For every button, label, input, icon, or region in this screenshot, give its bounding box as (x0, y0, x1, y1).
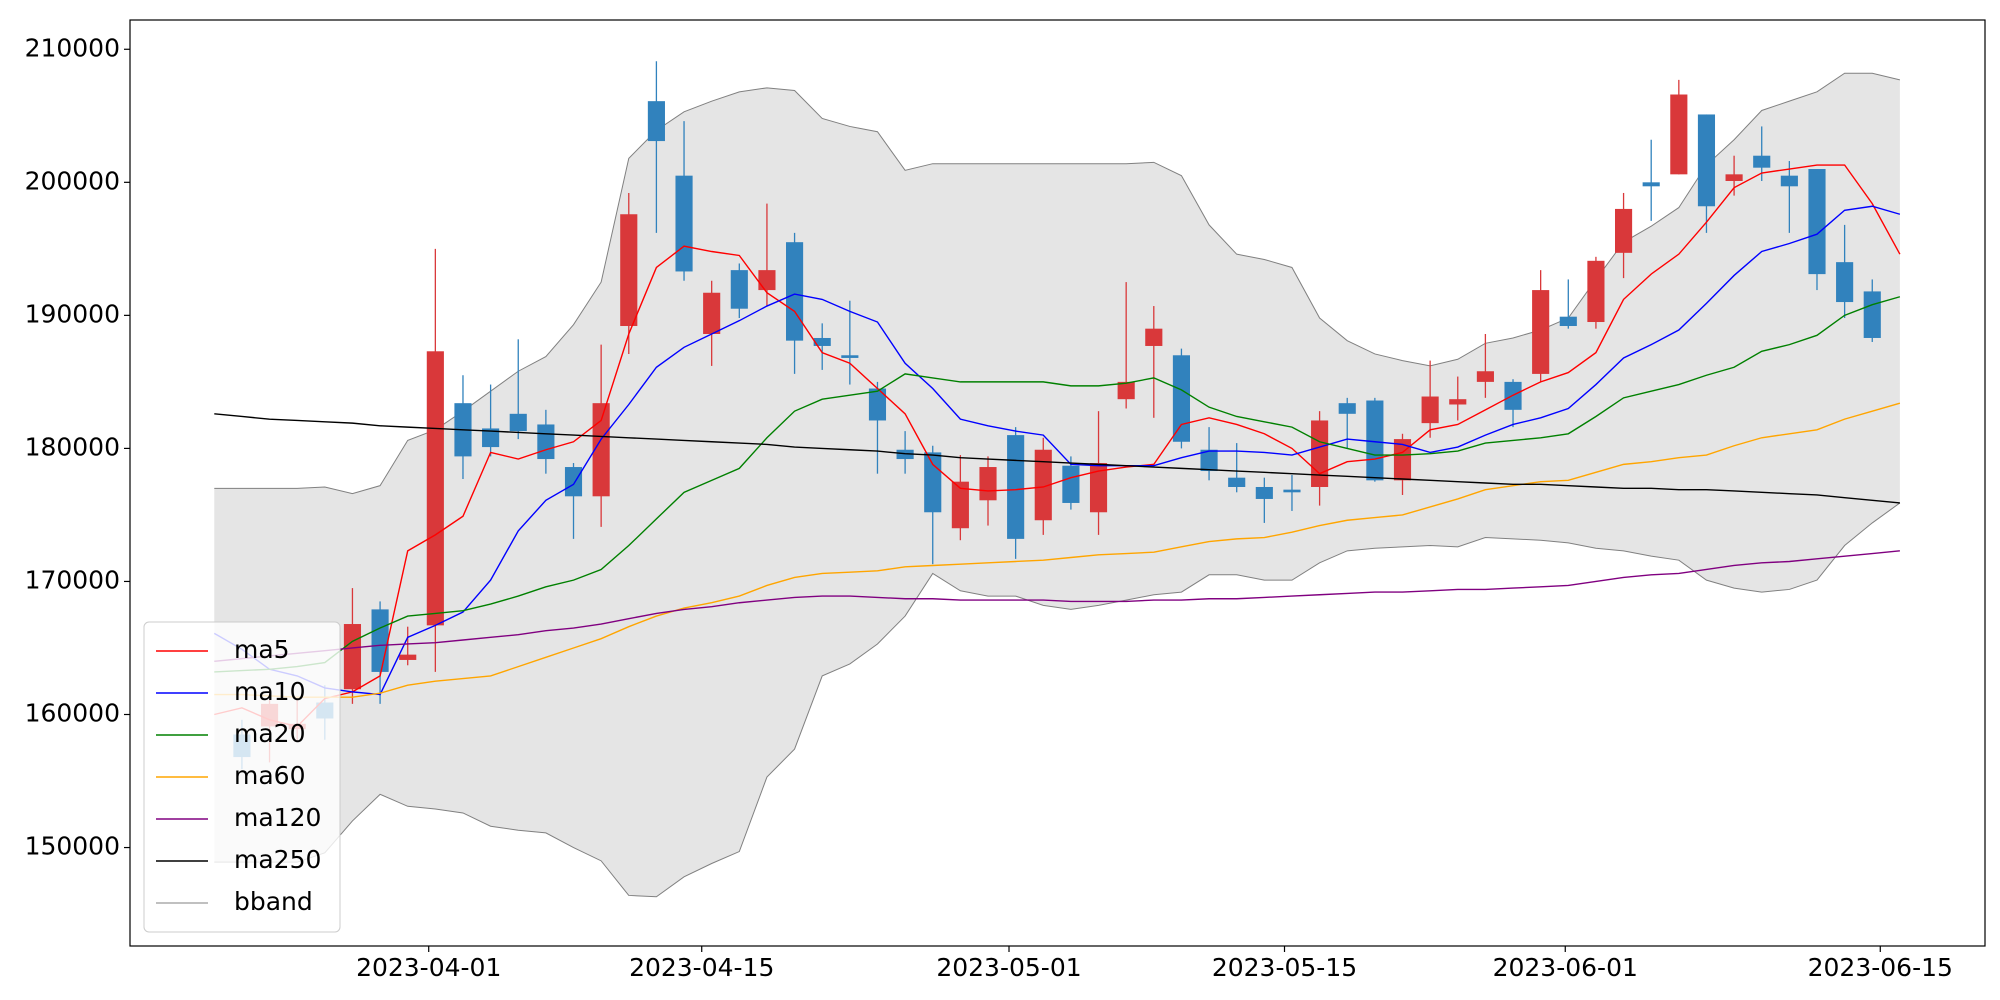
candle-body (1393, 439, 1412, 481)
candle-body (1062, 465, 1080, 503)
x-tick-label: 2023-06-15 (1808, 953, 1953, 982)
candle-body (1007, 435, 1025, 539)
ma-line (214, 296, 1901, 673)
candle-body (730, 270, 748, 309)
candle-body (1614, 208, 1633, 253)
legend-label: bband (234, 887, 313, 916)
legend-label: ma60 (234, 761, 305, 790)
candle-body (1697, 114, 1716, 207)
ma-line (214, 550, 1900, 662)
candle-body (1532, 290, 1550, 374)
candle-body (675, 175, 693, 272)
candle-body (1200, 449, 1218, 472)
candle-body (537, 424, 555, 460)
ma-line (214, 413, 1900, 504)
candle-body (620, 214, 638, 327)
plot-frame (129, 19, 1986, 947)
candle-body (951, 481, 969, 529)
legend-label: ma20 (234, 719, 305, 748)
legend-box (143, 621, 341, 933)
candle-body (1421, 396, 1439, 424)
candle-body (1587, 260, 1605, 323)
candle-body (1808, 169, 1826, 275)
plot-area (213, 61, 1901, 898)
candle-body (1780, 175, 1798, 187)
x-tick-label: 2023-04-15 (629, 953, 774, 982)
candle-body (868, 388, 887, 421)
band-fill (214, 73, 1900, 897)
candle-body (1836, 262, 1854, 303)
ma-line (213, 205, 1901, 696)
candle-body (924, 452, 942, 513)
y-tick-label: 210000 (25, 33, 120, 62)
candle-body (426, 351, 444, 626)
candle-body (758, 270, 776, 291)
x-tick-label: 2023-05-15 (1212, 953, 1357, 982)
ma-line (214, 402, 1901, 698)
candle-body (1863, 291, 1881, 338)
candle-body (343, 624, 362, 690)
candle-body (1725, 174, 1743, 181)
candle-body (1311, 420, 1329, 487)
candle-body (841, 355, 859, 358)
candle-body (1145, 328, 1163, 346)
x-tick-label: 2023-04-01 (356, 953, 501, 982)
legend-label: ma250 (234, 845, 321, 874)
candle-body (1255, 486, 1273, 499)
candle-body (509, 413, 527, 432)
y-tick-label: 160000 (25, 699, 120, 728)
candle-body (1642, 182, 1660, 187)
candle-body (564, 467, 583, 497)
legend-label: ma10 (234, 677, 305, 706)
candle-body (1117, 381, 1135, 400)
y-tick-label: 200000 (25, 166, 120, 195)
candle-body (1172, 355, 1190, 442)
candle-body (1228, 477, 1246, 487)
candle-body (979, 467, 997, 501)
candle-body (1753, 155, 1771, 168)
y-tick-label: 150000 (25, 832, 120, 861)
candle-body (399, 654, 417, 660)
y-tick-label: 190000 (25, 299, 120, 328)
candle-body (1670, 94, 1688, 175)
candle-body (1366, 400, 1384, 481)
candle-body (1476, 371, 1494, 382)
legend-label: ma5 (234, 635, 290, 664)
y-tick-label: 170000 (25, 565, 120, 594)
candle-body (647, 101, 665, 142)
x-tick-label: 2023-06-01 (1493, 953, 1638, 982)
candle-body (786, 242, 804, 341)
band-edge (214, 502, 1901, 898)
candle-body (1449, 399, 1467, 405)
ma-line (214, 164, 1901, 728)
legend: ma5 ma10 ma20 ma60 ma120 ma250 bband (143, 621, 341, 933)
candle-body (1034, 449, 1052, 521)
candle-body (813, 337, 831, 346)
x-tick-label: 2023-05-01 (936, 953, 1081, 982)
candle-body (703, 292, 721, 334)
candle-body (1089, 463, 1108, 513)
candle-body (1338, 403, 1356, 414)
candle-body (482, 428, 500, 448)
candle-body (592, 403, 610, 497)
candle-body (1283, 489, 1301, 493)
y-tick-label: 180000 (25, 432, 120, 461)
legend-label: ma120 (234, 803, 321, 832)
candle-body (371, 609, 389, 672)
candle-body (1559, 316, 1577, 327)
